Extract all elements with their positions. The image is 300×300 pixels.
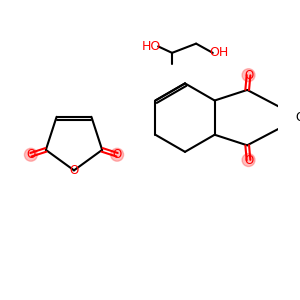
Text: OH: OH (210, 46, 229, 59)
Circle shape (24, 148, 38, 161)
Text: O: O (244, 69, 253, 82)
Circle shape (242, 154, 255, 166)
Text: O: O (295, 111, 300, 124)
Text: HO: HO (142, 40, 161, 53)
Circle shape (111, 148, 124, 161)
Text: O: O (112, 148, 122, 161)
Text: O: O (26, 148, 35, 161)
Circle shape (242, 69, 255, 82)
Text: O: O (244, 154, 253, 166)
Text: O: O (69, 164, 79, 177)
